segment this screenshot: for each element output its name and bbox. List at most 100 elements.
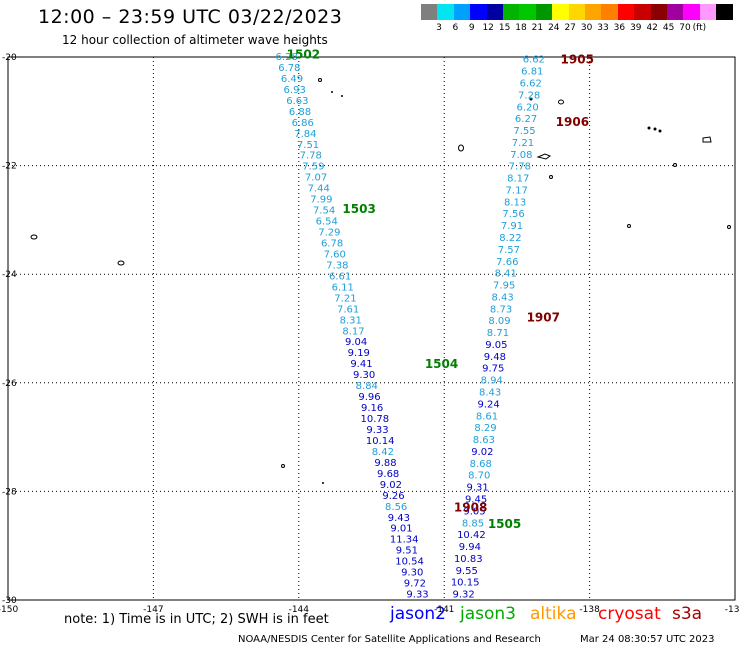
map-frame: [7, 56, 736, 601]
satellite-jason2: jason2: [390, 604, 446, 624]
colorbar-swatch: [552, 4, 570, 20]
satellite-jason3: jason3: [460, 604, 516, 624]
wave-height-value: 7.66: [496, 257, 518, 268]
wave-height-value: 8.73: [490, 304, 512, 315]
colorbar-label: 9: [468, 23, 475, 33]
wave-height-value: 9.68: [377, 469, 399, 480]
island: [281, 464, 285, 468]
wave-height-value: 7.07: [305, 173, 327, 184]
island: [647, 126, 651, 130]
wave-height-value: 9.43: [388, 513, 410, 524]
map-title: 12:00 – 23:59 UTC 03/22/2023: [38, 6, 343, 28]
island: [673, 163, 677, 167]
axis-tick-labels: -150 -147 -144 -141 -138 -135 -20 -22 -24 -26 -28 -…: [0, 53, 740, 615]
wave-height-value: 9.24: [477, 399, 499, 410]
colorbar-label: 6: [452, 23, 459, 33]
wave-height-value: 8.29: [474, 423, 496, 434]
wave-height-value: 6.62: [523, 55, 545, 66]
wave-height-value: 6.61: [329, 271, 351, 282]
wave-height-value: 7.51: [297, 140, 319, 151]
colorbar-label: 33: [597, 23, 609, 33]
map-subtitle: 12 hour collection of altimeter wave hei…: [62, 33, 328, 47]
wave-height-value: 9.94: [459, 542, 481, 553]
land-outlines: [30, 78, 731, 484]
wave-height-value: 7.17: [506, 185, 528, 196]
pass-label: 1907: [527, 311, 560, 325]
colorbar-label: 70: [679, 23, 691, 33]
wave-height-value: 8.09: [488, 316, 510, 327]
wave-height-value: 6.20: [516, 102, 538, 113]
satellite-s3a: s3a: [672, 604, 703, 624]
colorbar-swatch: [453, 4, 471, 20]
colorbar-label: 15: [498, 23, 511, 33]
track-a-values: 6.286.786.496.936.636.886.867.847.517.78…: [276, 52, 429, 601]
pass-label: 1906: [556, 115, 589, 129]
wave-height-value: 6.28: [276, 52, 298, 63]
wave-height-value: 9.01: [390, 524, 412, 535]
wave-height-value: 7.95: [493, 281, 515, 292]
wave-height-value: 7.55: [513, 126, 535, 137]
wave-height-value: 7.08: [510, 150, 532, 161]
wave-height-value: 7.54: [313, 206, 335, 217]
island: [558, 99, 564, 105]
colorbar-swatch: [470, 4, 488, 20]
island: [331, 91, 333, 93]
wave-height-value: 7.78: [509, 162, 531, 173]
wave-height-value: 9.48: [484, 352, 506, 363]
wave-height-value: 9.31: [467, 483, 489, 494]
wave-height-value: 7.28: [518, 90, 540, 101]
wave-height-value: 7.84: [294, 129, 316, 140]
island: [627, 224, 631, 228]
satellite-altika: altika: [530, 604, 577, 624]
wave-height-value: 9.26: [382, 491, 404, 502]
wave-height-value: 8.42: [372, 447, 394, 458]
wave-height-value: 9.05: [485, 340, 507, 351]
colorbar-label: 30: [580, 23, 593, 33]
lon-tick-label: -144: [289, 605, 310, 615]
wave-height-value: 7.57: [498, 245, 520, 256]
island: [549, 175, 553, 179]
island: [318, 78, 322, 82]
pass-labels: 1502 1503 1504 1505 1905 1906 1907 1908: [287, 47, 594, 531]
wave-height-value: 9.05: [463, 506, 485, 517]
colorbar-swatch: [568, 4, 586, 20]
colorbar-label: 3: [436, 23, 442, 33]
wave-height-value: 8.31: [340, 315, 362, 326]
wave-height-value: 6.93: [284, 85, 306, 96]
lat-tick-label: -26: [2, 379, 17, 389]
colorbar-label: 42: [646, 23, 658, 33]
wave-height-value: 6.27: [515, 114, 537, 125]
wave-height-value: 7.21: [334, 293, 356, 304]
island: [529, 97, 533, 101]
colorbar-label: 21: [531, 23, 544, 33]
colorbar-swatch: [683, 4, 701, 20]
colorbar-swatch: [617, 4, 635, 20]
pass-label: 1503: [342, 202, 375, 216]
wave-height-value: 9.02: [380, 480, 402, 491]
wave-height-value: 9.51: [396, 546, 418, 557]
lat-tick-label: -30: [2, 596, 17, 606]
lat-tick-label: -20: [2, 53, 17, 63]
wave-height-value: 8.43: [491, 292, 513, 303]
island: [727, 225, 731, 229]
wave-height-value: 6.88: [289, 107, 311, 118]
wave-height-value: 7.99: [310, 195, 332, 206]
wave-height-value: 10.83: [454, 554, 483, 565]
wave-height-value: 9.30: [353, 370, 375, 381]
wave-height-value: 9.33: [366, 425, 388, 436]
wave-height-value: 9.16: [361, 403, 383, 414]
colorbar-swatch: [650, 4, 668, 20]
wave-height-value: 11.34: [390, 535, 419, 546]
lat-tick-label: -24: [2, 270, 17, 280]
wave-height-value: 9.45: [465, 494, 487, 505]
wave-height-value: 9.72: [404, 579, 426, 590]
colorbar-label: 12: [482, 23, 494, 33]
wave-height-value: 6.78: [278, 63, 300, 74]
island: [30, 234, 38, 240]
island: [341, 95, 343, 97]
colorbar-swatch: [437, 4, 455, 20]
wave-height-value: 9.88: [374, 458, 396, 469]
wave-height-value: 6.54: [316, 217, 338, 228]
wave-height-value: 6.11: [332, 282, 354, 293]
wave-height-value: 8.13: [504, 197, 526, 208]
